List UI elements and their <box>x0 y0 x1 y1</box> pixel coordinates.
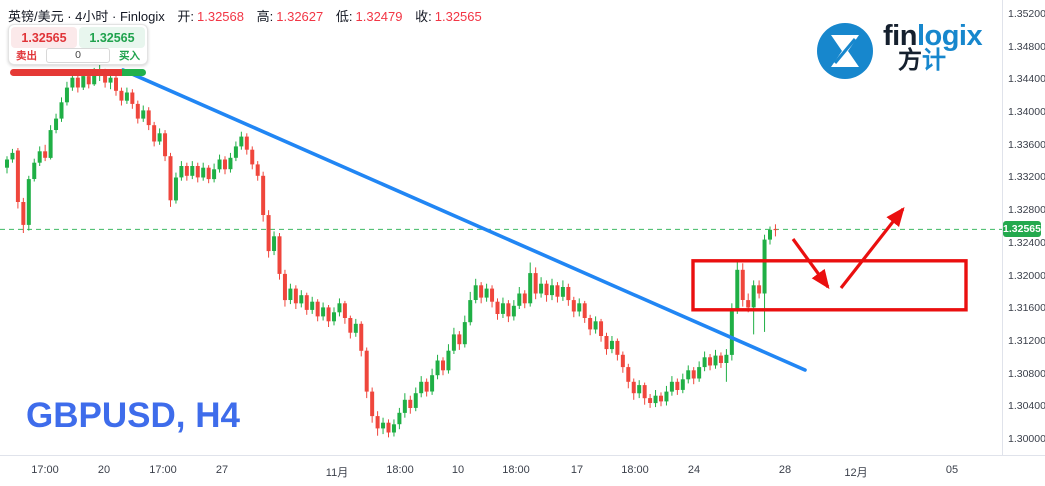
open-label: 开: <box>177 9 194 24</box>
time-axis-label: 17 <box>570 464 584 476</box>
logo-wordmark: finlogix 方计 <box>883 20 983 74</box>
low-value: 1.32479 <box>355 9 403 24</box>
buy-depth-segment <box>121 69 146 76</box>
time-axis-label: 17:00 <box>31 464 59 476</box>
price-axis-label: 1.32000 <box>1008 269 1045 282</box>
open-value: 1.32568 <box>197 9 244 24</box>
time-axis-label: 24 <box>687 464 701 476</box>
spread-value: 0 <box>46 48 110 63</box>
price-axis-label: 1.31600 <box>1008 302 1045 315</box>
trade-widget: 1.32565 1.32565 卖出 0 买入 <box>8 24 148 65</box>
time-axis-label: 12月 <box>844 467 868 479</box>
sell-depth-segment <box>10 69 122 76</box>
sell-price-button[interactable]: 1.32565 <box>11 27 77 48</box>
time-axis-label: 10 <box>451 464 465 476</box>
sentiment-depth-bar <box>10 69 146 76</box>
time-axis-label: 28 <box>778 464 792 476</box>
time-axis-label: 18:00 <box>621 464 649 476</box>
price-axis-label: 1.30000 <box>1008 432 1045 445</box>
price-axis-label: 1.30800 <box>1008 367 1045 380</box>
time-axis-label: 17:00 <box>149 464 177 476</box>
high-label: 高: <box>256 9 274 24</box>
low-label: 低: <box>335 9 353 24</box>
last-price-badge: 1.32565 <box>1003 221 1041 238</box>
price-axis-label: 1.31200 <box>1008 334 1045 347</box>
time-axis[interactable]: 17:00 20 17:00 27 11月 18:00 10 18:00 17 18:00 24 28… <box>0 455 1045 486</box>
price-axis-label: 1.33200 <box>1008 171 1045 184</box>
price-axis-label: 1.34800 <box>1008 40 1045 53</box>
logo-fang-text: 方 <box>898 47 922 74</box>
logo-ji-text: 计 <box>922 47 946 74</box>
logo-fin-text: fin <box>883 20 917 52</box>
high-value: 1.32627 <box>276 9 324 24</box>
finlogix-logo: finlogix 方计 <box>816 20 983 85</box>
time-axis-label: 18:00 <box>386 464 414 476</box>
price-axis-label: 1.30400 <box>1008 400 1045 413</box>
time-axis-label: 20 <box>97 464 111 476</box>
price-axis-label: 1.34000 <box>1008 106 1045 119</box>
buy-price-button[interactable]: 1.32565 <box>79 27 145 48</box>
price-axis-label: 1.35200 <box>1008 8 1045 20</box>
time-axis-label: 05 <box>945 464 959 476</box>
close-value: 1.32565 <box>434 9 482 24</box>
sell-label: 卖出 <box>16 50 37 62</box>
price-axis-label: 1.33600 <box>1008 138 1045 151</box>
chart-legend: 英镑/美元 · 4小时 · Finlogix 开: 1.32568 高: 1.326… <box>8 6 482 25</box>
time-axis-label: 27 <box>215 464 229 476</box>
time-axis-label: 18:00 <box>502 464 530 476</box>
buy-label: 买入 <box>119 50 140 62</box>
symbol-title: 英镑/美元 · 4小时 · Finlogix <box>8 9 165 24</box>
price-axis-label: 1.32800 <box>1008 204 1045 217</box>
time-axis-label: 11月 <box>325 467 349 479</box>
logo-logix-text: logix <box>916 20 983 52</box>
close-label: 收: <box>415 9 432 24</box>
price-axis-label: 1.32400 <box>1008 236 1045 249</box>
symbol-watermark: GBPUSD, H4 <box>26 396 240 435</box>
hourglass-z-icon <box>816 22 874 85</box>
price-axis-label: 1.34400 <box>1008 73 1045 86</box>
